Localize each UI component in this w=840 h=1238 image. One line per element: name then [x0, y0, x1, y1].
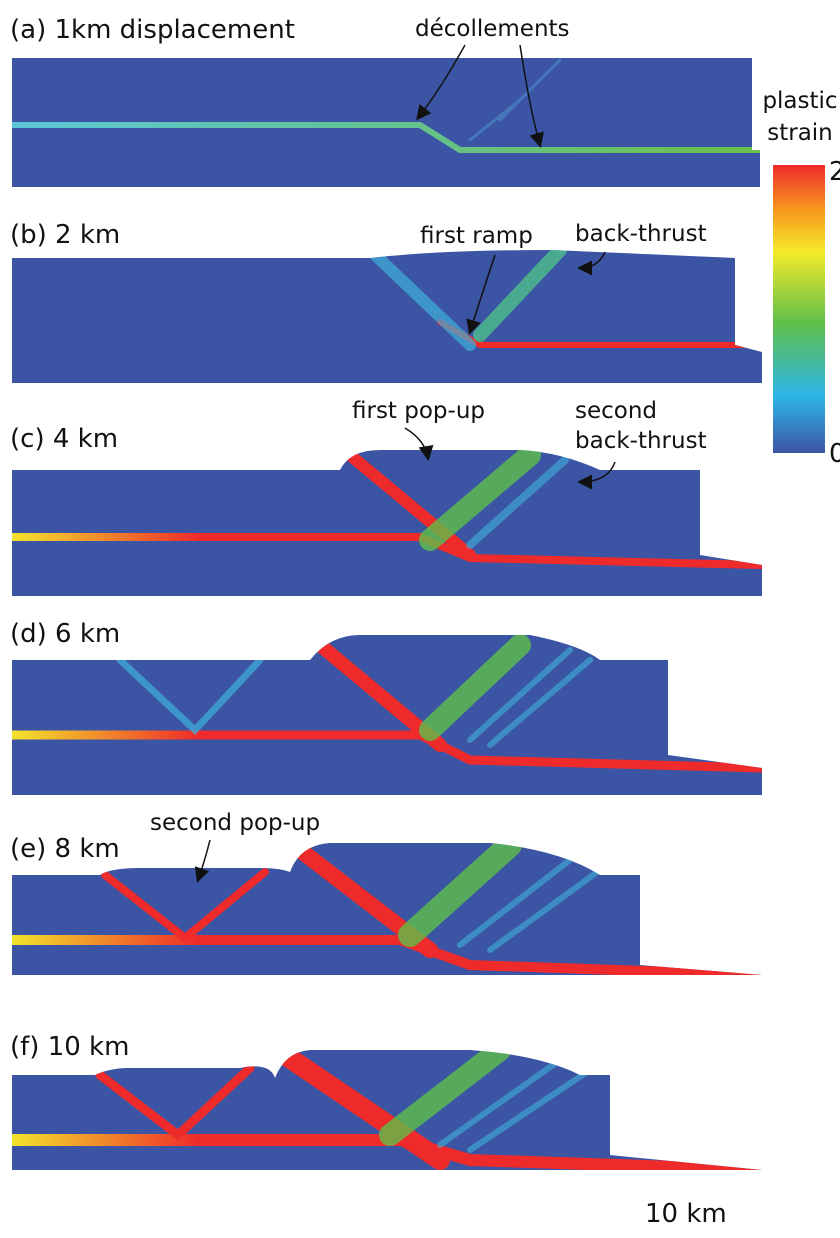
colorbar-title: plastic: [762, 88, 837, 114]
colorbar: [773, 165, 825, 453]
annotation: first pop-up: [352, 398, 485, 424]
panel-c: [12, 450, 762, 596]
panel-a: [12, 58, 760, 187]
panel-label: (b) 2 km: [10, 220, 120, 250]
scale-bar-label: 10 km: [645, 1199, 727, 1229]
annotation: décollements: [415, 16, 570, 42]
panel-label: (c) 4 km: [10, 424, 118, 454]
colorbar-label: 2: [829, 157, 840, 187]
colorbar-label: 0: [829, 439, 840, 469]
panel-d: [12, 635, 762, 795]
annotation: second pop-up: [150, 810, 320, 836]
panel-b: [12, 250, 762, 383]
annotation: second: [575, 398, 657, 424]
panel-label: (a) 1km displacement: [10, 15, 295, 45]
annotation: back-thrust: [575, 428, 707, 454]
annotation: back-thrust: [575, 221, 707, 247]
annotation: first ramp: [420, 223, 533, 249]
panel-label: (d) 6 km: [10, 619, 120, 649]
panel-label: (f) 10 km: [10, 1032, 129, 1062]
panel-label: (e) 8 km: [10, 834, 120, 864]
colorbar-title: strain: [767, 120, 833, 146]
panel-f: [12, 1050, 762, 1170]
